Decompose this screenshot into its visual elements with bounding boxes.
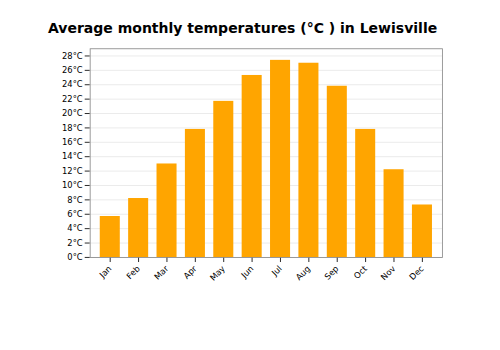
svg-text:26°C: 26°C — [62, 65, 83, 75]
svg-text:2°C: 2°C — [67, 238, 82, 248]
svg-text:Apr: Apr — [181, 263, 199, 281]
svg-text:Mar: Mar — [152, 263, 171, 282]
svg-text:14°C: 14°C — [62, 151, 83, 161]
svg-text:Dec: Dec — [407, 263, 426, 282]
svg-text:Nov: Nov — [379, 263, 398, 282]
svg-text:Jan: Jan — [97, 264, 114, 281]
svg-text:Jul: Jul — [269, 264, 284, 279]
html-text:Average monthly temperatures (: Average monthly temperatures (°C ) in Le… — [48, 20, 438, 36]
svg-text:Oct: Oct — [352, 263, 370, 281]
svg-text:22°C: 22°C — [62, 94, 83, 104]
svg-text:20°C: 20°C — [62, 108, 83, 118]
svg-text:May: May — [208, 263, 227, 282]
svg-text:0°C: 0°C — [67, 252, 82, 262]
svg-text:Feb: Feb — [124, 264, 142, 282]
svg-text:16°C: 16°C — [62, 137, 83, 147]
svg-text:8°C: 8°C — [67, 195, 82, 205]
svg-text:18°C: 18°C — [62, 123, 83, 133]
svg-text:10°C: 10°C — [62, 180, 83, 190]
svg-text:Sep: Sep — [322, 264, 340, 282]
svg-text:6°C: 6°C — [67, 209, 82, 219]
svg-text:4°C: 4°C — [67, 223, 82, 233]
svg-text:Jun: Jun — [238, 264, 255, 281]
svg-text:12°C: 12°C — [62, 166, 83, 176]
svg-text:28°C: 28°C — [62, 51, 83, 61]
svg-text:Aug: Aug — [294, 264, 313, 283]
svg-text:24°C: 24°C — [62, 79, 83, 89]
